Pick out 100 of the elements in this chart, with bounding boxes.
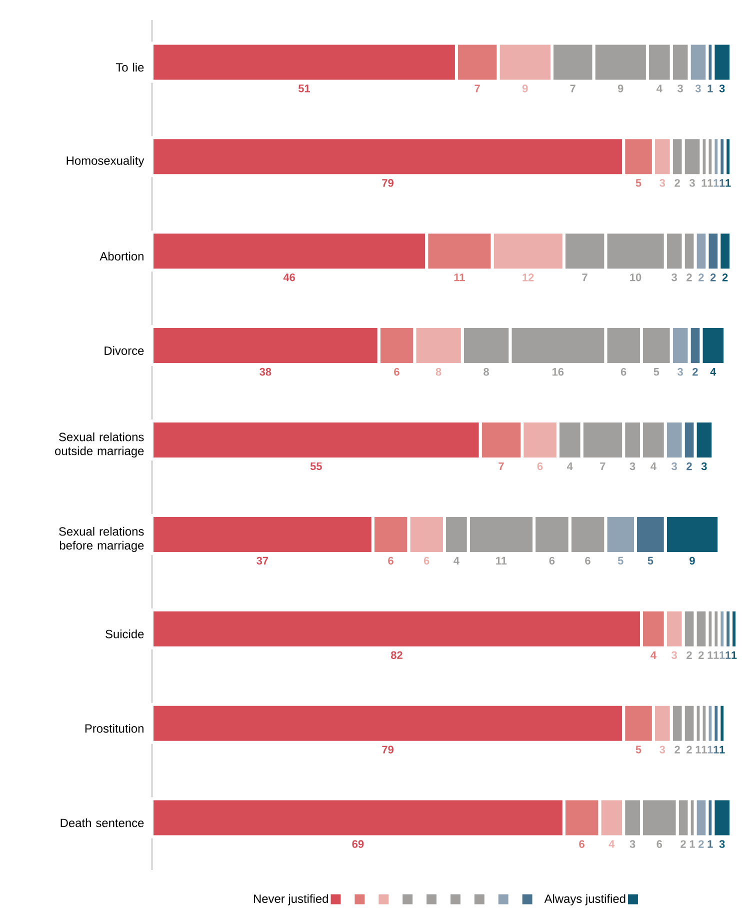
data-label: 11 (496, 556, 507, 564)
data-label: 5 (636, 179, 642, 187)
data-label: 79 (382, 746, 394, 754)
data-label: 38 (260, 368, 272, 376)
data-label: 6 (549, 556, 555, 565)
data-label: 6 (656, 840, 662, 848)
y-tick-label: Homosexuality (66, 156, 144, 168)
legend-label: Never justified (254, 894, 328, 906)
data-label: 2 (686, 274, 692, 282)
data-label: 3 (719, 84, 725, 92)
data-label: 46 (283, 273, 295, 282)
data-label: 1 (708, 84, 713, 92)
data-label: 9 (690, 556, 695, 565)
data-label: 1 (690, 840, 695, 848)
data-label: 2 (686, 651, 692, 659)
data-label: 6 (424, 556, 430, 565)
data-label: 2 (722, 274, 728, 282)
y-tick-label: Sexual relations before marriage (59, 526, 144, 552)
data-label: 2 (692, 368, 698, 376)
data-label: 69 (352, 840, 364, 848)
data-label: 7 (570, 84, 576, 92)
data-label: 7 (600, 462, 606, 470)
y-tick-label: To lie (116, 62, 144, 72)
data-label: 1 (720, 746, 725, 754)
data-label: 6 (620, 368, 626, 376)
data-label: 9 (618, 84, 624, 92)
data-label: 9 (522, 84, 528, 92)
data-label: 5 (648, 556, 654, 565)
data-label: 4 (454, 556, 460, 564)
data-label: 6 (537, 462, 543, 470)
data-label: 1 (708, 840, 713, 848)
data-label: 6 (388, 556, 394, 565)
data-label: 82 (390, 651, 402, 660)
data-label: 3 (660, 179, 666, 187)
data-label: 1 (714, 179, 719, 187)
data-label: 11 (454, 274, 465, 282)
data-label: 5 (636, 746, 642, 754)
y-tick-label: Prostitution (85, 724, 144, 733)
data-label: 2 (698, 651, 704, 659)
data-label: 3 (630, 840, 636, 848)
data-label: 3 (677, 368, 683, 376)
data-label: 5 (654, 368, 660, 376)
data-label: 3 (695, 84, 701, 92)
data-label: 1 (702, 179, 707, 187)
data-label: 1 (708, 746, 713, 754)
data-label: 4 (650, 462, 656, 470)
data-label: 3 (677, 84, 683, 92)
data-label: 1 (732, 651, 737, 659)
data-label: 6 (579, 840, 584, 848)
data-label: 7 (474, 84, 480, 92)
data-label: 16 (552, 368, 564, 376)
data-label: 1 (726, 179, 731, 187)
data-label: 2 (674, 179, 680, 187)
data-label: 7 (498, 462, 504, 470)
y-tick-label: Death sentence (60, 818, 144, 828)
data-label: 12 (522, 274, 534, 282)
data-label: 2 (686, 462, 692, 470)
data-label: 1 (708, 179, 713, 187)
y-tick-label: Suicide (106, 630, 144, 638)
data-label: 3 (701, 462, 707, 470)
data-label: 1 (726, 651, 731, 659)
data-label: 3 (660, 746, 666, 754)
data-label: 6 (585, 556, 590, 565)
data-label: 1 (720, 651, 725, 659)
data-label: 2 (674, 746, 680, 754)
data-label: 2 (698, 840, 704, 848)
data-label: 1 (708, 651, 713, 659)
data-label: 3 (672, 651, 677, 660)
data-label: 4 (566, 462, 573, 470)
y-tick-label: Abortion (100, 252, 144, 260)
data-label: 4 (710, 368, 716, 376)
data-label: 2 (686, 746, 692, 754)
data-label: 4 (608, 840, 615, 848)
data-label: 1 (720, 179, 725, 187)
data-label: 3 (672, 273, 677, 282)
legend-label: Always justified (544, 894, 626, 906)
data-label: 4 (656, 84, 662, 92)
data-label: 1 (714, 746, 719, 754)
data-label: 2 (680, 840, 686, 848)
data-label: 3 (630, 462, 636, 470)
data-label: 3 (672, 462, 677, 470)
data-label: 37 (256, 556, 268, 565)
data-label: 4 (650, 651, 656, 659)
data-label: 2 (698, 274, 704, 282)
data-label: 8 (436, 368, 442, 376)
data-label: 8 (484, 368, 489, 376)
data-label: 1 (702, 746, 707, 754)
data-label: 5 (618, 556, 624, 565)
data-label: 1 (714, 651, 719, 659)
data-label: 3 (689, 179, 695, 187)
data-label: 55 (310, 462, 322, 470)
y-tick-label: Divorce (104, 346, 144, 355)
data-label: 51 (298, 84, 310, 92)
data-label: 1 (696, 746, 701, 754)
y-tick-label: Sexual relations outside marriage (55, 432, 144, 458)
data-label: 10 (630, 273, 642, 282)
data-label: 6 (394, 368, 400, 376)
data-label: 2 (710, 274, 716, 282)
data-label: 7 (582, 274, 588, 282)
data-label: 3 (719, 840, 725, 848)
